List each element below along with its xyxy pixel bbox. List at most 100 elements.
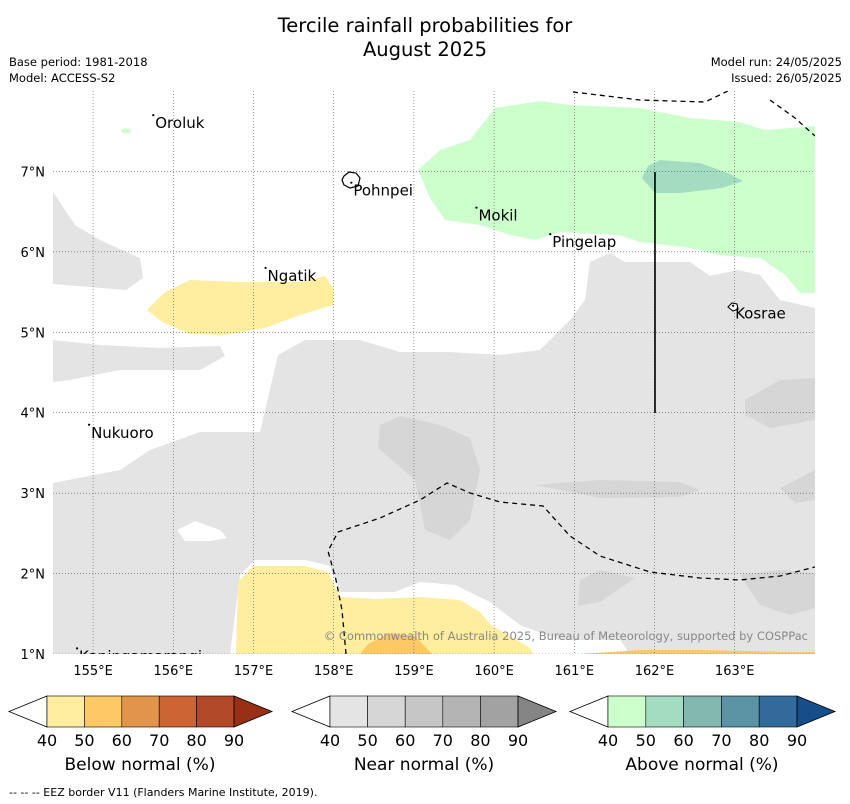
place-label: Kapingamarangi (79, 647, 202, 665)
title-line-2: August 2025 (362, 38, 488, 61)
eez-border-north (572, 91, 730, 103)
model-run: Model run: 24/05/2025 (710, 55, 842, 69)
x-tick-label: 162°E (635, 664, 675, 679)
x-tick-label: 157°E (234, 664, 274, 679)
below-normal-region-south (236, 566, 533, 654)
issued-date: Issued: 26/05/2025 (731, 71, 842, 85)
colorbar-tick-label: 80 (470, 731, 490, 750)
colorbar-tick-label: 80 (186, 731, 206, 750)
colorbar: 40 50 60 70 80 90 (290, 695, 558, 750)
colorbar-arrow-low (290, 695, 331, 728)
colorbar-label-above: Above normal (%) (625, 755, 779, 775)
place-marker (75, 647, 79, 650)
x-tick-label: 163°E (715, 664, 755, 679)
x-tick-label: 158°E (314, 664, 354, 679)
meta-right: Model run: 24/05/2025 Issued: 26/05/2025 (711, 54, 842, 86)
near-normal-darker-1 (378, 416, 480, 540)
below-normal-darker (360, 633, 432, 654)
x-tick-label: 156°E (154, 664, 194, 679)
graticule (53, 91, 815, 654)
place-marker (87, 423, 91, 426)
map-plot-area: Oroluk Pohnpei Mokil Pingelap Ngatik Kosrae Nu… (53, 91, 815, 665)
x-tick-label: 160°E (474, 664, 514, 679)
colorbar-tick-label: 70 (149, 731, 169, 750)
above-normal-speck (121, 128, 131, 134)
colorbar-arrow-low (568, 695, 609, 728)
colorbar-segment (721, 695, 760, 728)
y-tick-label: 1°N (21, 648, 46, 663)
colorbar-arrow-high (796, 695, 837, 728)
near-normal-darker-3 (745, 378, 815, 428)
x-tick-label: 159°E (394, 664, 434, 679)
below-normal-region-ngatik (147, 276, 333, 335)
colorbar-segment (121, 695, 160, 728)
place-label: Mokil (478, 207, 517, 225)
colorbar-segment (329, 695, 368, 728)
place-label: Kosrae (735, 305, 786, 323)
colorbar-segment (367, 695, 406, 728)
colorbar-arrow-low (7, 695, 48, 728)
place-label: Ngatik (268, 267, 317, 285)
colorbars: 40 50 60 70 80 90 40 50 60 70 80 90 40 50 60 70 80 90 (7, 695, 837, 750)
near-normal-region-west (53, 192, 143, 290)
colorbar: 40 50 60 70 80 90 (568, 695, 837, 750)
eez-footnote: -- -- -- EEZ border V11 (Flanders Marine… (9, 786, 318, 799)
place-marker (475, 206, 478, 209)
place-marker (264, 266, 267, 270)
colorbar-tick-label: 90 (224, 731, 244, 750)
colorbar-segment (84, 695, 123, 728)
y-tick-label: 5°N (21, 326, 46, 341)
y-tick-label: 3°N (21, 487, 46, 502)
place-marker (731, 304, 735, 307)
copyright-notice: © Commonwealth of Australia 2025, Bureau… (324, 629, 808, 643)
x-tick-label: 161°E (555, 664, 595, 679)
colorbar-arrow-high (517, 695, 558, 728)
near-normal-darker-2 (535, 480, 700, 498)
colorbar-segment (480, 695, 519, 728)
model-name: Model: ACCESS-S2 (9, 71, 116, 85)
near-normal-darker-6 (740, 570, 815, 615)
axis-ticks: 155°E 156°E 157°E 158°E 159°E 160°E 161°E 162°E… (21, 165, 755, 679)
place-marker (350, 181, 353, 184)
colorbar-label-below: Below normal (%) (64, 755, 216, 775)
white-hole (177, 521, 227, 541)
colorbar-segment (46, 695, 85, 728)
place-label: Nukuoro (91, 424, 154, 442)
y-tick-label: 6°N (21, 246, 46, 261)
colorbar-tick-label: 40 (320, 731, 340, 750)
colorbar-tick-label: 50 (74, 731, 94, 750)
place-marker (549, 233, 552, 236)
y-tick-label: 7°N (21, 165, 46, 180)
title-line-1: Tercile rainfall probabilities for (277, 14, 573, 37)
base-period: Base period: 1981-2018 (9, 55, 148, 69)
colorbar-arrow-high (233, 695, 274, 728)
colorbar-segment (196, 695, 235, 728)
colorbar-tick-label: 70 (433, 731, 453, 750)
place-labels: Oroluk Pohnpei Mokil Pingelap Ngatik Kosrae Nu… (75, 114, 786, 665)
colorbar-tick-label: 90 (508, 731, 528, 750)
above-normal-darker (642, 160, 743, 193)
colorbar-segment (758, 695, 798, 728)
colorbar-label-near: Near normal (%) (353, 755, 495, 775)
eez-border-south (327, 482, 815, 654)
colorbar-tick-label: 50 (636, 731, 656, 750)
colorbar-tick-label: 80 (749, 731, 769, 750)
colorbar-tick-label: 40 (598, 731, 618, 750)
place-label: Pingelap (552, 233, 616, 251)
y-tick-label: 2°N (21, 568, 46, 583)
colorbar-segment (442, 695, 481, 728)
x-tick-label: 155°E (73, 664, 113, 679)
colorbar-tick-label: 50 (357, 731, 377, 750)
below-normal-edge (580, 650, 815, 654)
place-marker (152, 114, 155, 117)
colorbar-segment (607, 695, 647, 728)
colorbar-tick-label: 60 (395, 731, 415, 750)
colorbar-tick-label: 60 (673, 731, 693, 750)
meta-left: Base period: 1981-2018 Model: ACCESS-S2 (9, 54, 148, 86)
kosrae-island-outline (727, 302, 739, 312)
near-normal-darker-5 (578, 570, 635, 606)
eez-border-northeast (769, 99, 815, 137)
colorbar-segment (404, 695, 444, 728)
colorbar-tick-label: 70 (711, 731, 731, 750)
place-label: Pohnpei (353, 182, 413, 200)
